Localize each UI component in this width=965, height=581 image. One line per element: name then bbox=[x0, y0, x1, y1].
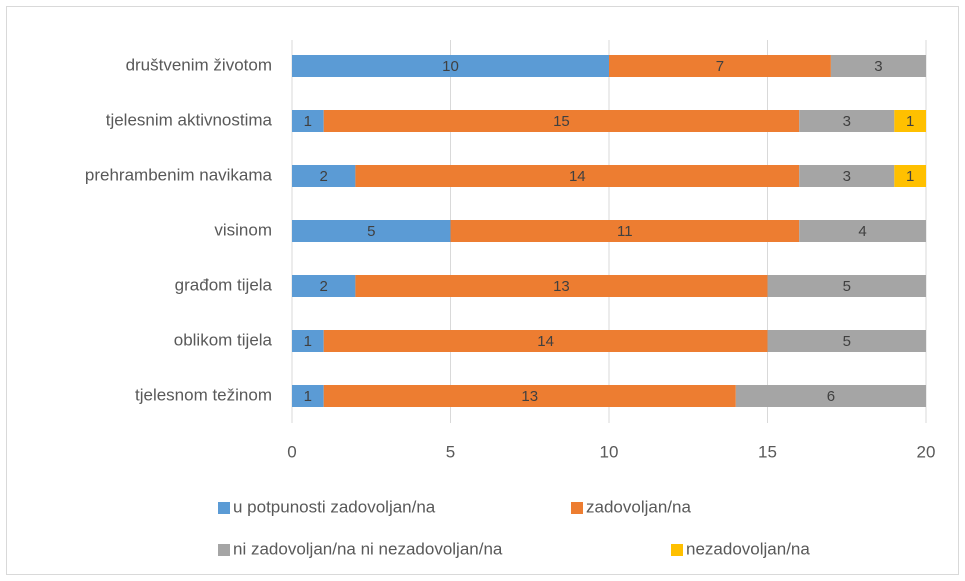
bar-segment bbox=[830, 55, 926, 77]
bar-segment bbox=[799, 165, 895, 187]
bar-segment bbox=[355, 165, 800, 187]
legend-swatch bbox=[571, 502, 583, 514]
bar-segment bbox=[735, 385, 926, 407]
bar-segment bbox=[799, 110, 895, 132]
legend-label: u potpunosti zadovoljan/na bbox=[233, 497, 436, 516]
data-label: 6 bbox=[827, 388, 835, 405]
legend-label: zadovoljan/na bbox=[586, 497, 691, 516]
y-tick-label: tjelesnom težinom bbox=[135, 385, 272, 404]
bar-segment bbox=[292, 55, 609, 77]
data-label: 1 bbox=[304, 333, 312, 350]
y-tick-label: tjelesnim aktivnostima bbox=[106, 110, 273, 129]
data-label: 1 bbox=[906, 113, 914, 130]
data-label: 1 bbox=[304, 388, 312, 405]
y-tick-label: visinom bbox=[214, 220, 272, 239]
x-tick-label: 20 bbox=[917, 442, 936, 461]
bar-segment bbox=[894, 110, 926, 132]
legend-swatch bbox=[218, 544, 230, 556]
bar-segment bbox=[323, 110, 800, 132]
data-label: 11 bbox=[617, 223, 633, 240]
bar-segment bbox=[323, 385, 736, 407]
bar-segment bbox=[767, 330, 926, 352]
bar-segment bbox=[355, 275, 768, 297]
data-label: 14 bbox=[569, 168, 586, 185]
data-label: 1 bbox=[906, 168, 914, 185]
data-label: 15 bbox=[553, 113, 570, 130]
x-tick-label: 15 bbox=[758, 442, 777, 461]
legend-label: nezadovoljan/na bbox=[686, 539, 810, 558]
data-label: 13 bbox=[553, 278, 570, 295]
legend-swatch bbox=[671, 544, 683, 556]
data-label: 13 bbox=[521, 388, 538, 405]
data-label: 4 bbox=[858, 223, 866, 240]
bar-segment bbox=[323, 330, 768, 352]
bar-segment bbox=[292, 165, 356, 187]
data-label: 5 bbox=[367, 223, 375, 240]
data-label: 3 bbox=[874, 58, 882, 75]
y-tick-label: oblikom tijela bbox=[174, 330, 273, 349]
bar-segment bbox=[609, 55, 831, 77]
legend-swatch bbox=[218, 502, 230, 514]
bar-segment bbox=[292, 275, 356, 297]
bar-segment bbox=[292, 110, 324, 132]
data-label: 2 bbox=[320, 168, 328, 185]
y-tick-label: društvenim životom bbox=[126, 55, 272, 74]
bar-segment bbox=[292, 330, 324, 352]
y-tick-label: prehrambenim navikama bbox=[85, 165, 273, 184]
bar-segment bbox=[450, 220, 800, 242]
bar-segment bbox=[292, 385, 324, 407]
bar-segment bbox=[894, 165, 926, 187]
x-tick-label: 10 bbox=[600, 442, 619, 461]
data-label: 2 bbox=[320, 278, 328, 295]
y-tick-label: građom tijela bbox=[175, 275, 273, 294]
x-tick-label: 5 bbox=[446, 442, 455, 461]
data-label: 1 bbox=[304, 113, 312, 130]
legend-label: ni zadovoljan/na ni nezadovoljan/na bbox=[233, 539, 503, 558]
x-tick-label: 0 bbox=[287, 442, 296, 461]
data-label: 10 bbox=[442, 58, 459, 75]
data-label: 5 bbox=[843, 278, 851, 295]
bar-segment bbox=[292, 220, 451, 242]
data-label: 5 bbox=[843, 333, 851, 350]
data-label: 3 bbox=[843, 168, 851, 185]
bar-segment bbox=[767, 275, 926, 297]
bar-segment bbox=[799, 220, 926, 242]
data-label: 14 bbox=[537, 333, 554, 350]
data-label: 3 bbox=[843, 113, 851, 130]
data-label: 7 bbox=[716, 58, 724, 75]
